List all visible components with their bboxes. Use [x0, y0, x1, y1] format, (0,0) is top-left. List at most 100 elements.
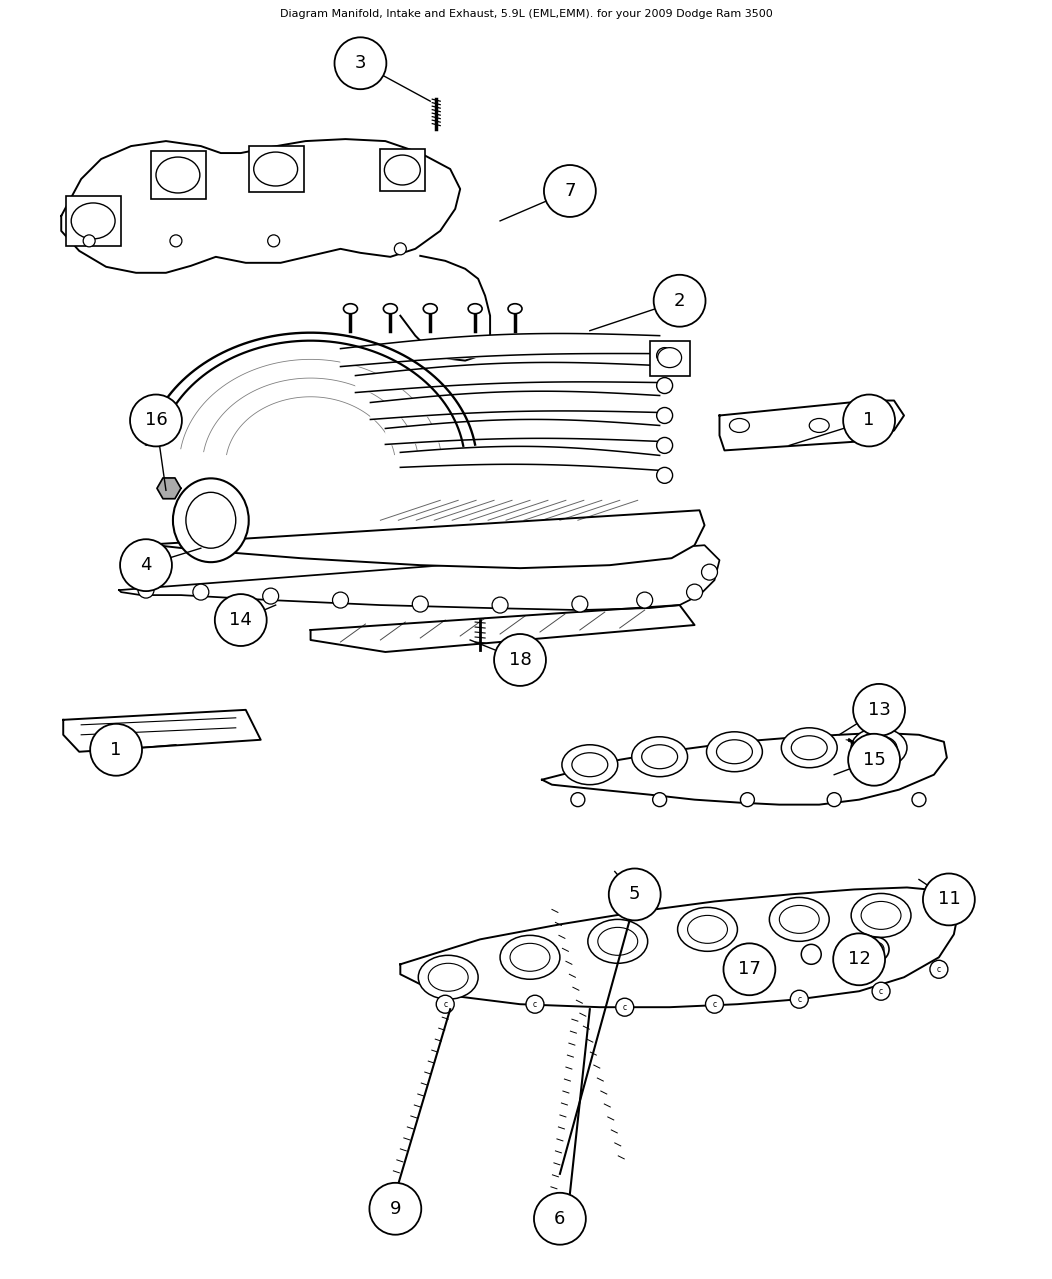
Text: 2: 2 [674, 292, 685, 310]
Circle shape [267, 235, 280, 247]
Text: 5: 5 [629, 885, 641, 903]
Text: c: c [623, 1003, 627, 1012]
Ellipse shape [344, 303, 358, 313]
Polygon shape [401, 888, 958, 1007]
Text: 7: 7 [564, 182, 575, 200]
Text: 12: 12 [848, 950, 871, 968]
Ellipse shape [588, 920, 648, 963]
Circle shape [394, 243, 406, 255]
Ellipse shape [186, 492, 236, 549]
Text: 6: 6 [554, 1210, 566, 1228]
Ellipse shape [802, 944, 822, 964]
Circle shape [872, 982, 890, 1000]
Text: 3: 3 [355, 54, 366, 72]
Circle shape [827, 793, 842, 807]
Circle shape [534, 1193, 586, 1244]
Circle shape [193, 585, 209, 600]
Text: c: c [937, 964, 940, 973]
Polygon shape [139, 510, 705, 568]
Ellipse shape [428, 963, 468, 991]
Polygon shape [157, 478, 181, 499]
Ellipse shape [782, 728, 837, 767]
Circle shape [653, 275, 706, 326]
Ellipse shape [688, 916, 728, 944]
Ellipse shape [780, 906, 820, 934]
Text: 13: 13 [868, 701, 890, 719]
Ellipse shape [173, 478, 248, 563]
Ellipse shape [626, 884, 648, 906]
Circle shape [138, 582, 154, 599]
Text: 14: 14 [229, 611, 252, 629]
Ellipse shape [707, 732, 763, 771]
Circle shape [790, 990, 808, 1008]
Text: c: c [443, 1000, 447, 1009]
Ellipse shape [510, 944, 550, 971]
Polygon shape [63, 710, 261, 752]
Circle shape [853, 684, 905, 735]
Circle shape [636, 592, 652, 608]
Circle shape [544, 165, 595, 217]
Ellipse shape [383, 303, 398, 313]
Circle shape [215, 595, 267, 646]
Bar [66, 196, 121, 246]
Polygon shape [720, 400, 904, 450]
Circle shape [912, 793, 926, 807]
Circle shape [656, 408, 672, 423]
Ellipse shape [598, 927, 638, 955]
Ellipse shape [729, 418, 749, 432]
Ellipse shape [769, 898, 829, 941]
Circle shape [492, 597, 508, 613]
Bar [248, 146, 304, 192]
Circle shape [724, 944, 775, 995]
Circle shape [369, 1183, 421, 1234]
Ellipse shape [642, 744, 677, 769]
Text: c: c [797, 995, 802, 1004]
Circle shape [687, 585, 703, 600]
Text: 9: 9 [389, 1200, 401, 1218]
Circle shape [130, 394, 182, 446]
Circle shape [90, 724, 142, 775]
Circle shape [923, 874, 975, 926]
Ellipse shape [677, 907, 737, 952]
Text: c: c [533, 1000, 537, 1009]
Ellipse shape [658, 348, 682, 367]
Text: 1: 1 [864, 412, 875, 430]
Text: 16: 16 [144, 412, 167, 430]
Circle shape [848, 734, 901, 785]
Bar [381, 150, 425, 191]
Circle shape [571, 793, 585, 807]
Ellipse shape [156, 157, 200, 193]
Bar [151, 151, 206, 200]
Text: 4: 4 [140, 556, 151, 574]
Circle shape [656, 377, 672, 394]
Text: 15: 15 [863, 751, 886, 769]
Circle shape [83, 235, 95, 247]
Circle shape [706, 995, 724, 1013]
Circle shape [263, 588, 279, 604]
Circle shape [833, 934, 885, 985]
Circle shape [741, 793, 754, 807]
Ellipse shape [468, 303, 482, 313]
Circle shape [656, 437, 672, 453]
Ellipse shape [254, 152, 298, 185]
Circle shape [656, 348, 672, 363]
Text: c: c [879, 986, 883, 996]
Polygon shape [61, 139, 460, 272]
Circle shape [412, 596, 428, 613]
Circle shape [843, 394, 895, 446]
Ellipse shape [862, 735, 897, 760]
Circle shape [526, 995, 544, 1013]
Circle shape [702, 564, 717, 581]
Circle shape [615, 998, 633, 1017]
Polygon shape [401, 256, 490, 361]
Ellipse shape [419, 955, 478, 999]
Ellipse shape [865, 938, 889, 962]
Ellipse shape [870, 943, 884, 957]
Circle shape [572, 596, 588, 613]
Text: 18: 18 [508, 651, 531, 669]
Ellipse shape [384, 155, 421, 185]
Polygon shape [542, 733, 947, 804]
Ellipse shape [572, 753, 608, 776]
Ellipse shape [851, 728, 907, 767]
Circle shape [332, 592, 348, 608]
